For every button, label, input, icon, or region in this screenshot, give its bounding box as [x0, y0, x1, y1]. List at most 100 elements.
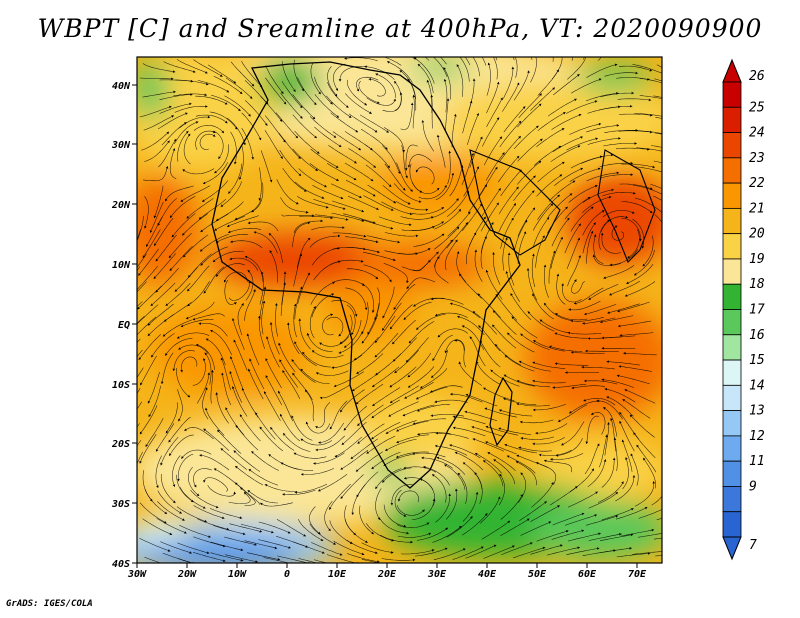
streamline-arrow [600, 232, 604, 236]
streamline-arrow [619, 334, 622, 337]
streamline-arrow [165, 430, 169, 434]
streamline-arrow [613, 437, 617, 440]
streamline [298, 168, 327, 188]
streamline-arrow [580, 136, 583, 139]
streamline-arrow [239, 516, 243, 519]
streamline-arrow [377, 517, 381, 520]
streamline-arrow [148, 414, 151, 417]
streamline [530, 505, 560, 522]
streamline-arrow [585, 441, 589, 444]
streamline-arrow [623, 351, 626, 355]
streamlines [137, 57, 686, 563]
streamline [169, 148, 177, 180]
streamline-arrow [566, 217, 570, 221]
streamline-arrow [388, 184, 392, 187]
streamline [397, 532, 432, 538]
streamline [318, 422, 345, 443]
streamline [580, 154, 614, 164]
streamline-arrow [233, 81, 236, 84]
streamline-arrow [606, 396, 609, 399]
streamline-arrow [356, 494, 359, 498]
streamline [381, 558, 416, 561]
streamline-arrow [455, 239, 458, 243]
streamline [531, 57, 533, 60]
streamline-arrow [171, 77, 174, 81]
streamline [280, 92, 303, 119]
streamline [203, 266, 225, 294]
streamline-arrow [178, 418, 181, 422]
streamline [319, 384, 351, 399]
streamline-arrow [408, 340, 412, 344]
streamline [544, 264, 549, 298]
streamline-arrow [376, 207, 379, 210]
streamline-arrow [582, 322, 585, 325]
streamline [388, 401, 419, 417]
streamline-arrow [596, 399, 599, 403]
streamline-arrow [561, 283, 564, 286]
streamline [582, 222, 596, 254]
streamline [360, 219, 394, 229]
streamline [278, 132, 301, 159]
streamline [653, 537, 662, 540]
colorbar-label: 16 [749, 328, 765, 343]
streamline-arrow [621, 439, 625, 443]
streamline [201, 180, 229, 203]
streamline [562, 283, 582, 303]
streamline-arrow [344, 345, 347, 348]
streamline [309, 506, 321, 535]
streamline-arrow [458, 526, 462, 529]
streamline [310, 148, 339, 168]
streamline-arrow [519, 360, 522, 364]
streamline-arrow [426, 80, 430, 83]
streamline-arrow [262, 300, 266, 304]
streamline-arrow [219, 74, 223, 77]
streamline [508, 252, 515, 286]
streamline [365, 522, 394, 542]
streamline-arrow [210, 329, 213, 333]
streamline-arrow [561, 128, 565, 131]
streamline [393, 283, 416, 310]
streamline-arrow [603, 276, 606, 279]
streamline [517, 138, 543, 162]
streamline [419, 368, 448, 389]
streamline-arrow [388, 414, 392, 417]
streamline-arrow [533, 340, 536, 343]
streamline-arrow [248, 469, 252, 472]
streamline [309, 306, 316, 339]
streamline [502, 82, 520, 112]
streamline [632, 218, 645, 249]
streamline-arrow [633, 432, 636, 435]
streamline-arrow [354, 160, 357, 164]
streamline [423, 466, 450, 486]
streamline [516, 380, 550, 388]
streamline [163, 61, 196, 73]
streamline-arrow [683, 102, 686, 105]
streamline-arrow [172, 148, 176, 151]
streamline [599, 174, 633, 179]
streamline [653, 195, 662, 201]
streamline [443, 67, 452, 100]
streamline [555, 438, 583, 456]
streamline [449, 444, 481, 459]
streamline-arrow [291, 415, 294, 418]
streamline [374, 315, 396, 343]
streamline-arrow [320, 219, 323, 223]
streamline-arrow [340, 467, 344, 470]
streamline [381, 302, 402, 331]
streamline-arrow [188, 275, 191, 278]
streamline [651, 145, 662, 148]
streamline [602, 407, 618, 437]
wbpt-field [137, 57, 686, 563]
streamline [444, 464, 466, 490]
streamline-arrow [650, 187, 653, 190]
streamline-arrow [300, 286, 303, 290]
streamline [551, 57, 563, 80]
lat-label: 40S [112, 559, 130, 570]
streamline-arrow [571, 386, 574, 390]
streamline [396, 505, 425, 516]
streamline [518, 93, 542, 119]
streamline [168, 434, 194, 457]
lat-label: 30N [111, 140, 131, 151]
streamline [221, 372, 232, 406]
streamline [160, 541, 192, 554]
